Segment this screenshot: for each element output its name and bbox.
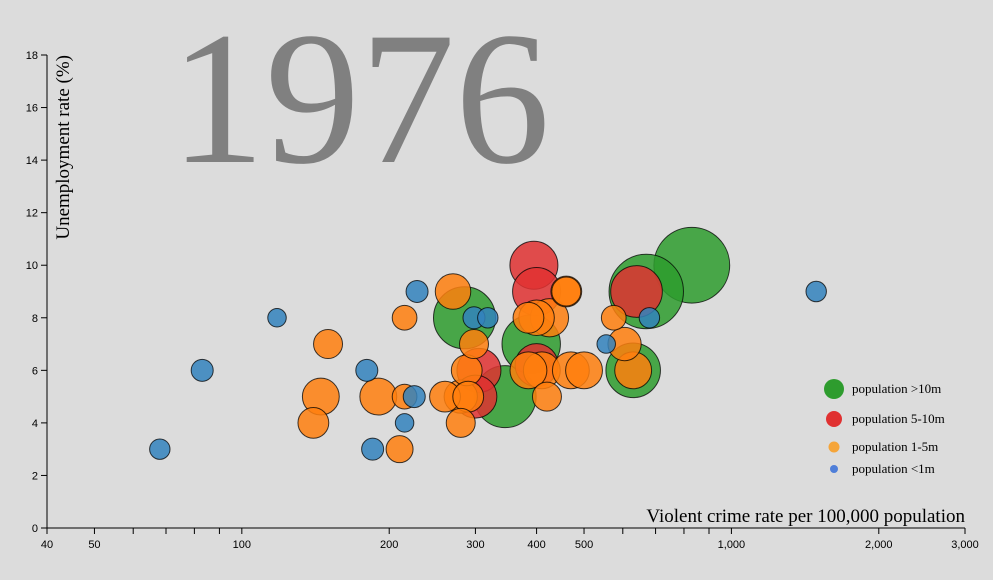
bubble-s3-p6[interactable] xyxy=(596,334,616,354)
bubble-s2-p3[interactable] xyxy=(391,304,418,331)
legend: population >10m population 5-10m populatio… xyxy=(824,379,945,476)
x-tick-label-7: 1,000 xyxy=(718,539,746,551)
x-tick-label-1: 50 xyxy=(88,539,100,551)
x-axis: 40 50 100 200 300 400 500 1,000 2,000 3,000 xyxy=(41,527,979,551)
legend-label-1: population 5-10m xyxy=(852,411,945,426)
y-tick-label-3: 6 xyxy=(32,365,38,377)
y-tick-label-6: 12 xyxy=(26,208,38,220)
bubble-s2-p13[interactable] xyxy=(509,351,548,390)
bubble-s1-p2[interactable] xyxy=(610,265,663,318)
bubbles-layer xyxy=(149,226,827,464)
bubble-s3-p11[interactable] xyxy=(149,438,171,460)
bubble-s2-p5[interactable] xyxy=(512,301,545,334)
x-tick-label-8: 2,000 xyxy=(865,539,893,551)
legend-swatch-1 xyxy=(826,411,842,427)
legend-swatch-3 xyxy=(830,465,838,473)
bubble-s2-p9[interactable] xyxy=(458,329,489,360)
legend-label-3: population <1m xyxy=(852,461,935,476)
bubble-s2-p26[interactable] xyxy=(385,435,414,464)
y-axis: 0 2 4 6 8 10 12 14 16 18 xyxy=(26,50,48,535)
bubble-s3-p10[interactable] xyxy=(394,413,415,433)
legend-label-2: population 1-5m xyxy=(852,439,938,454)
legend-swatch-2 xyxy=(828,441,840,453)
bubble-s2-p21[interactable] xyxy=(452,380,485,413)
bubble-s2-p25[interactable] xyxy=(445,407,476,438)
bubble-s3-p0[interactable] xyxy=(405,279,429,304)
bubble-s3-p2[interactable] xyxy=(267,308,287,328)
bubble-s3-p1[interactable] xyxy=(805,280,827,303)
bubble-s2-p24[interactable] xyxy=(297,406,330,439)
bubble-s3-p7[interactable] xyxy=(190,358,214,382)
bubble-s2-p23[interactable] xyxy=(531,381,562,412)
y-axis-title: Unemployment rate (%) xyxy=(53,55,74,240)
y-tick-label-9: 18 xyxy=(26,50,38,62)
y-tick-label-2: 4 xyxy=(32,418,38,430)
year-label: 1976 xyxy=(170,0,550,204)
legend-swatch-0 xyxy=(824,379,844,399)
bubble-s3-p4[interactable] xyxy=(477,307,499,329)
bubble-s2-p18[interactable] xyxy=(359,377,398,416)
x-tick-label-0: 40 xyxy=(41,539,53,551)
x-tick-label-3: 200 xyxy=(380,539,398,551)
legend-label-0: population >10m xyxy=(852,381,941,396)
x-tick-label-2: 100 xyxy=(233,539,251,551)
x-tick-label-4: 300 xyxy=(466,539,484,551)
y-tick-label-1: 2 xyxy=(32,470,38,482)
x-tick-label-9: 3,000 xyxy=(951,539,979,551)
bubble-s2-p7[interactable] xyxy=(600,304,627,331)
y-tick-label-4: 8 xyxy=(32,313,38,325)
bubble-s2-p15[interactable] xyxy=(565,351,603,390)
bubble-s3-p9[interactable] xyxy=(402,385,426,409)
y-tick-label-5: 10 xyxy=(26,260,38,272)
y-tick-label-0: 0 xyxy=(32,523,38,535)
bubble-s3-p5[interactable] xyxy=(638,307,661,329)
bubble-s2-p8[interactable] xyxy=(313,329,344,360)
x-axis-title: Violent crime rate per 100,000 populatio… xyxy=(646,506,965,527)
x-tick-label-6: 500 xyxy=(575,539,593,551)
y-tick-label-7: 14 xyxy=(26,155,38,167)
bubble-s3-p12[interactable] xyxy=(361,437,385,461)
bubble-s2-p2[interactable] xyxy=(551,276,582,307)
x-tick-label-5: 400 xyxy=(527,539,545,551)
y-tick-label-8: 16 xyxy=(26,103,38,115)
bubble-s2-p0[interactable] xyxy=(434,273,472,310)
bubble-s3-p8[interactable] xyxy=(355,358,379,382)
